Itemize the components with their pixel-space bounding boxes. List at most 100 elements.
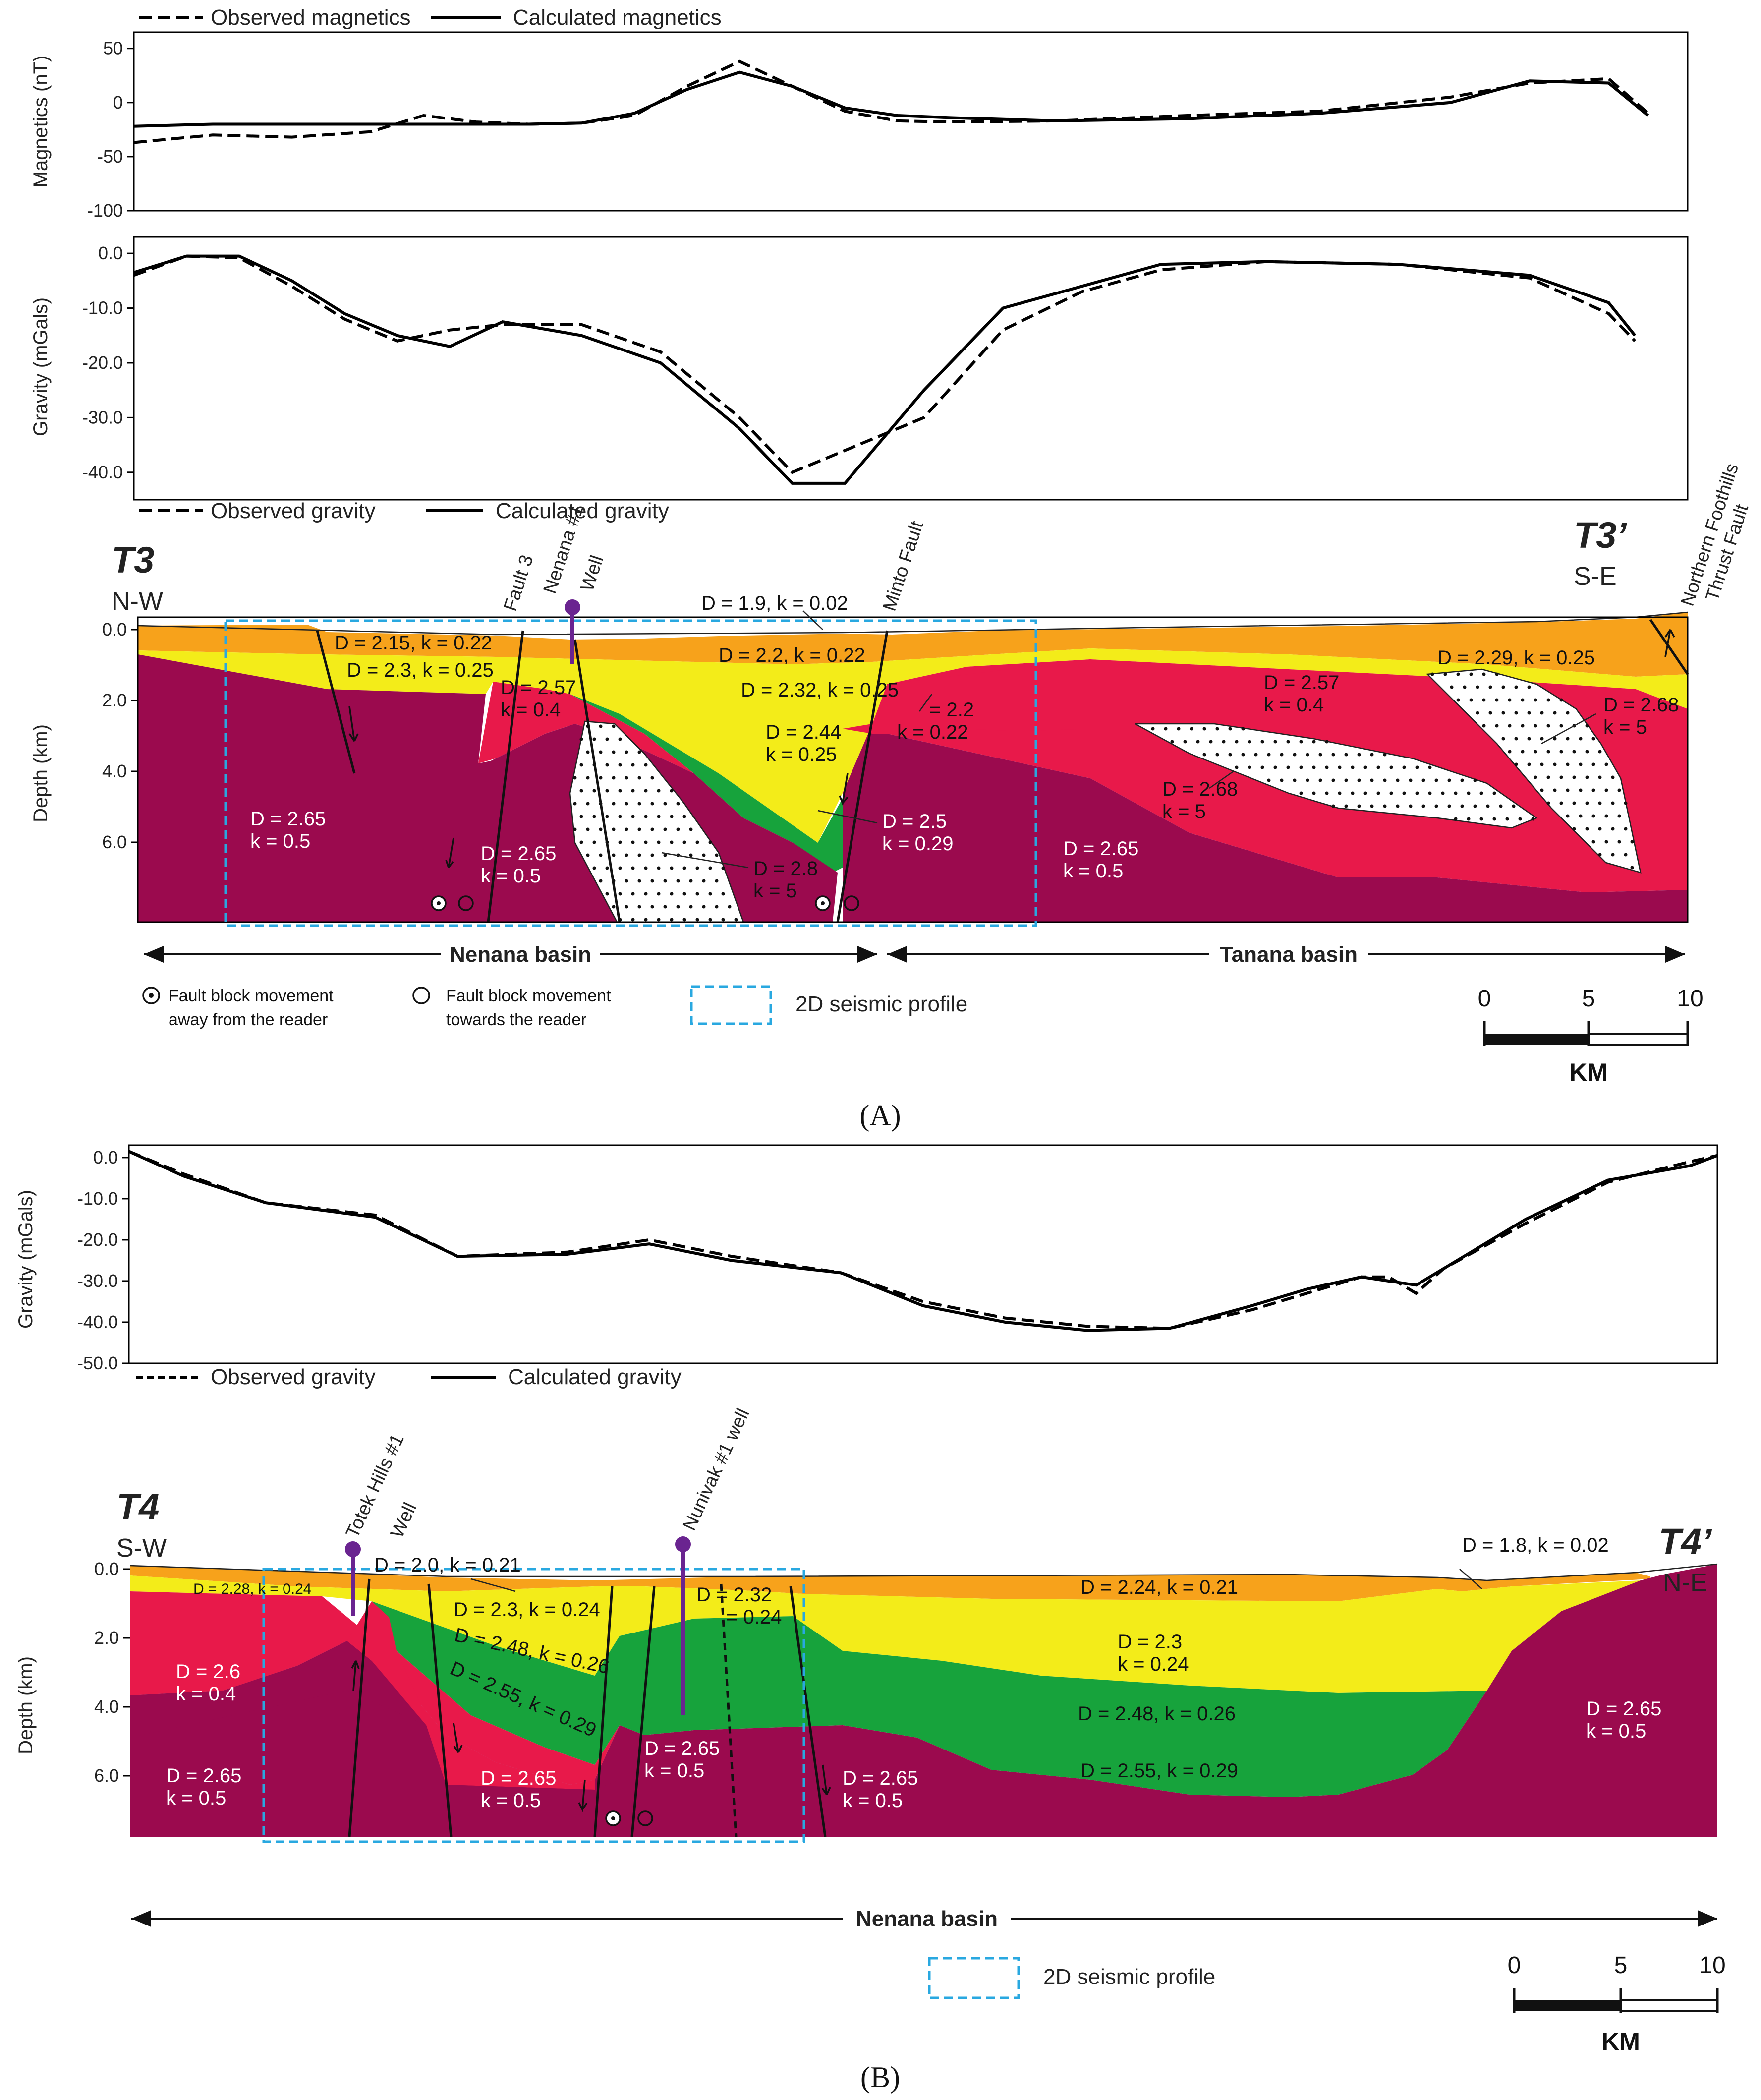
t4-direction-right: N-E [1663, 1569, 1707, 1597]
label-t4-d2.48-b: D = 2.48, k = 0.26 [1078, 1703, 1236, 1725]
gravity-b-ytick-label-2: -20.0 [77, 1229, 118, 1250]
dot-pattern-1 [1363, 791, 1367, 795]
label-t4-d2.3-b: D = 2.3 [1118, 1631, 1182, 1653]
dot-pattern-1 [1492, 817, 1496, 821]
dot-pattern-0 [702, 853, 706, 857]
label-t3-k0.22-east: k = 0.22 [897, 721, 968, 743]
dot-pattern-0 [650, 853, 654, 857]
label-t4-d2.55-b: D = 2.55, k = 0.29 [1080, 1760, 1238, 1782]
fault-t4-a [348, 1578, 371, 1837]
dot-pattern-1 [1177, 727, 1181, 731]
dot-pattern-2 [1521, 750, 1525, 754]
scale-bar-a-unit: KM [1569, 1058, 1608, 1086]
leader-t3-d2.8 [661, 852, 749, 869]
dot-pattern-2 [1521, 698, 1525, 702]
gravity-a-ytick-label-1: -10.0 [82, 298, 123, 318]
label-t4-d1.8: D = 1.8, k = 0.02 [1462, 1534, 1609, 1556]
dot-pattern-1 [1396, 778, 1400, 782]
dot-pattern-2 [1508, 724, 1512, 728]
dot-pattern-2 [1540, 737, 1544, 741]
dot-pattern-2 [1546, 775, 1550, 779]
dot-pattern-2 [1585, 827, 1589, 831]
dot-pattern-1 [1473, 804, 1477, 808]
dot-pattern-2 [1553, 737, 1557, 741]
dot-pattern-0 [599, 750, 603, 754]
t3-depth-label-2: 4.0 [102, 761, 127, 781]
gravity-b-ytick-label-3: -30.0 [77, 1271, 118, 1291]
cross-section-t4: 0.02.04.06.0 Depth (km) T4 S-W T4’ N-E T… [15, 1405, 1726, 2055]
dot-pattern-1 [1344, 753, 1348, 757]
away-symbol-t3-a-dot [437, 901, 441, 905]
t4-depth-label-2: 4.0 [94, 1696, 119, 1717]
dot-pattern-2 [1591, 737, 1595, 741]
dot-pattern-0 [657, 789, 661, 793]
dot-pattern-0 [663, 827, 667, 831]
magnetics-y-axis-title: Magnetics (nT) [30, 56, 52, 188]
t3-y-axis-title: Depth (km) [30, 724, 52, 822]
dot-pattern-2 [1611, 853, 1615, 857]
dot-pattern-2 [1482, 672, 1486, 676]
dot-pattern-0 [625, 853, 628, 857]
fault-arrow-t4-c [578, 1779, 588, 1813]
dot-pattern-2 [1579, 788, 1583, 792]
scale-bar-a-label-0: 0 [1478, 986, 1491, 1012]
label-t4-k0.5-b: k = 0.5 [481, 1790, 541, 1811]
dot-pattern-0 [586, 750, 590, 754]
dot-pattern-0 [573, 802, 577, 806]
dot-pattern-1 [1306, 778, 1309, 782]
dot-pattern-1 [1235, 740, 1239, 744]
dot-pattern-0 [721, 918, 725, 922]
dot-pattern-2 [1566, 711, 1570, 715]
dot-pattern-1 [1357, 753, 1361, 757]
dot-pattern-0 [715, 879, 719, 883]
dot-pattern-2 [1591, 762, 1595, 766]
dot-pattern-0 [618, 892, 622, 896]
magnetics-ytick-label-0: 50 [103, 38, 123, 58]
nenana-basin-label-t4: Nenana basin [856, 1907, 998, 1931]
purple-basement-t3-east [843, 724, 1688, 922]
dot-pattern-2 [1624, 853, 1628, 857]
legend-away-text-1: Fault block movement [169, 987, 334, 1005]
gravity-a-y-axis-title: Gravity (mGals) [30, 297, 52, 436]
dot-pattern-2 [1501, 711, 1505, 715]
label-t4-k0.5-e: k = 0.5 [1586, 1720, 1646, 1742]
dot-pattern-0 [644, 866, 648, 870]
dot-pattern-0 [695, 840, 699, 844]
dot-pattern-0 [605, 815, 609, 818]
gravity-b-y-axis-title: Gravity (mGals) [15, 1190, 37, 1329]
towards-symbol-t3-a [458, 895, 474, 911]
dot-pattern-0 [631, 840, 635, 844]
dot-pattern-2 [1617, 840, 1621, 844]
dot-pattern-2 [1527, 685, 1531, 689]
label-t3-d2.2: D = 2.2, k = 0.22 [719, 644, 865, 666]
dot-pattern-1 [1383, 753, 1387, 757]
minto-fault-label: Minto Fault [879, 519, 928, 614]
dot-pattern-0 [586, 827, 590, 831]
dot-pattern-1 [1389, 791, 1393, 795]
dot-pattern-0 [579, 815, 583, 818]
dot-pattern-2 [1566, 737, 1570, 741]
dot-pattern-1 [1202, 727, 1206, 731]
dot-pattern-0 [599, 879, 603, 883]
dot-pattern-1 [1215, 727, 1219, 731]
fault-t4-c [593, 1586, 614, 1837]
dot-pattern-0 [612, 802, 616, 806]
dot-pattern-0 [631, 815, 635, 818]
dot-pattern-1 [1402, 791, 1406, 795]
legend-seismic-box-a [690, 985, 772, 1025]
dot-pattern-2 [1540, 711, 1544, 715]
dot-pattern-2 [1585, 775, 1589, 779]
label-t4-d2.0: D = 2.0, k = 0.21 [374, 1554, 521, 1576]
dot-pattern-2 [1579, 737, 1583, 741]
legend-observed-gravity-b-label: Observed gravity [211, 1365, 376, 1389]
dot-pattern-2 [1514, 762, 1518, 766]
dot-pattern-0 [625, 827, 628, 831]
dot-pattern-1 [1454, 791, 1458, 795]
dot-pattern-1 [1325, 740, 1329, 744]
towards-symbol-t4 [637, 1810, 653, 1826]
dot-pattern-0 [637, 905, 641, 909]
label-t3-d1.9: D = 1.9, k = 0.02 [701, 592, 848, 614]
dot-pattern-0 [612, 724, 616, 728]
fault-t3-nenana [573, 639, 621, 923]
